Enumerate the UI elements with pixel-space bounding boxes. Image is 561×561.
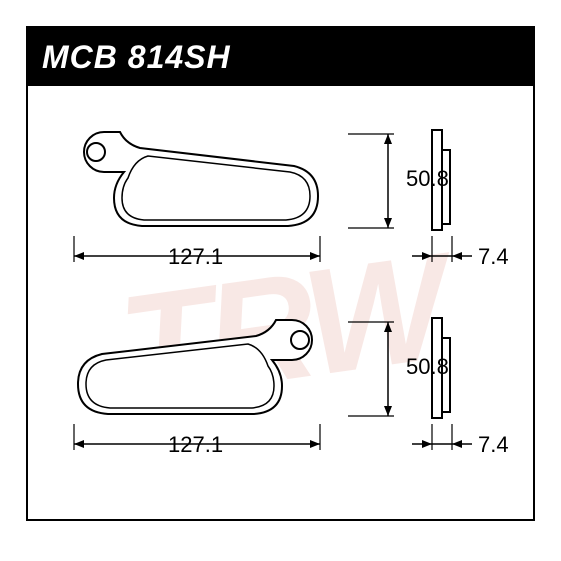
title-bar: MCB 814SH — [28, 28, 533, 86]
diagram-frame: MCB 814SH TRW 50.8 — [26, 26, 535, 521]
dim-bottom-height-value: 50.8 — [406, 354, 449, 380]
pad-top-front — [68, 126, 328, 236]
diagram-content: TRW 50.8 — [28, 86, 533, 519]
dim-bottom-width-value: 127.1 — [168, 432, 223, 458]
dim-top-thickness-value: 7.4 — [478, 244, 509, 270]
dim-top-height-value: 50.8 — [406, 166, 449, 192]
dim-top-width-value: 127.1 — [168, 244, 223, 270]
pad-bottom-front — [68, 314, 328, 424]
product-code: MCB 814SH — [42, 39, 231, 76]
dim-bottom-thickness-value: 7.4 — [478, 432, 509, 458]
